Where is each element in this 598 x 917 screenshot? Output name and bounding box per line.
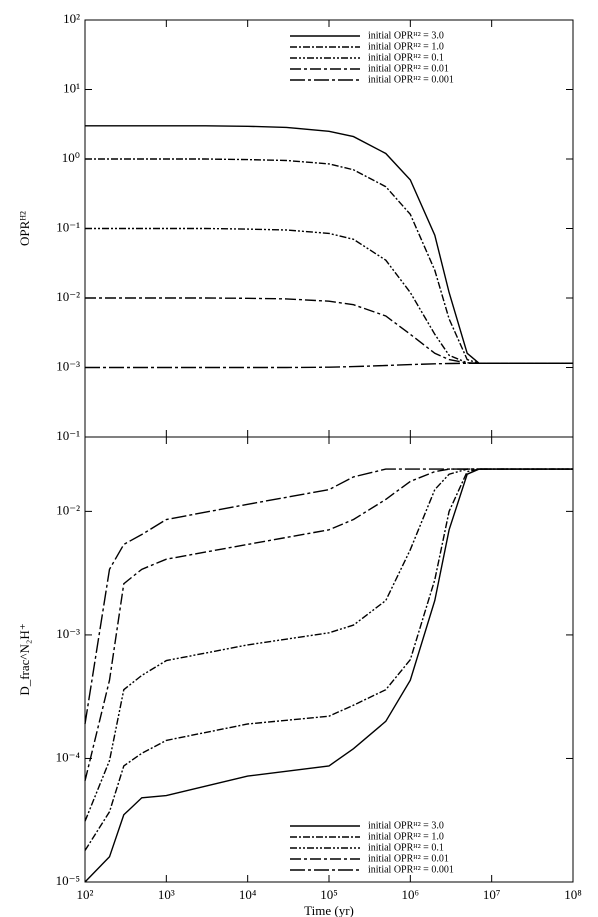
y-tick-label: 10⁻² [56,289,80,304]
series-line [84,468,573,725]
legend-label: initial OPRᴴ² = 0.001 [368,74,454,85]
series-line [84,468,573,822]
y-tick-label: 10⁻³ [56,626,80,641]
y-tick-label: 10⁻⁵ [56,873,80,888]
legend-label: initial OPRᴴ² = 3.0 [368,30,444,41]
series-line [84,468,573,883]
x-tick-label: 10³ [158,887,175,902]
y-axis-label: D_frac^N₂H⁺ [17,623,32,695]
series-line [85,125,573,364]
series-line [85,158,573,364]
x-tick-label: 10⁷ [483,887,501,902]
series-line [85,297,573,364]
x-tick-label: 10² [77,887,94,902]
y-tick-label: 10² [63,11,80,26]
series-line [85,362,573,369]
y-tick-label: 10⁻¹ [56,428,80,443]
legend-label: initial OPRᴴ² = 1.0 [368,831,444,842]
legend-label: initial OPRᴴ² = 1.0 [368,41,444,52]
legend-label: initial OPRᴴ² = 0.01 [368,853,449,864]
plot-frame [84,436,574,883]
x-tick-label: 10⁵ [320,887,338,902]
y-axis-label: OPRᴴ² [17,211,32,246]
legend-label: initial OPRᴴ² = 0.001 [368,864,454,875]
x-tick-label: 10⁶ [402,887,420,902]
legend-label: initial OPRᴴ² = 3.0 [368,820,444,831]
series-line [84,468,573,781]
y-tick-label: 10⁻⁴ [56,749,81,764]
legend-label: initial OPRᴴ² = 0.01 [368,63,449,74]
series-line [85,227,573,364]
y-tick-label: 10⁰ [62,150,80,165]
y-tick-label: 10⁻¹ [56,219,80,234]
legend-label: initial OPRᴴ² = 0.1 [368,842,444,853]
legend-label: initial OPRᴴ² = 0.1 [368,52,444,63]
y-tick-label: 10¹ [63,80,80,95]
x-tick-label: 10⁴ [239,887,257,902]
series-line [84,468,573,851]
y-tick-label: 10⁻² [56,502,80,517]
y-tick-label: 10⁻³ [56,358,80,373]
x-tick-label: 10⁸ [564,887,582,902]
x-axis-label: Time (yr) [304,903,354,917]
